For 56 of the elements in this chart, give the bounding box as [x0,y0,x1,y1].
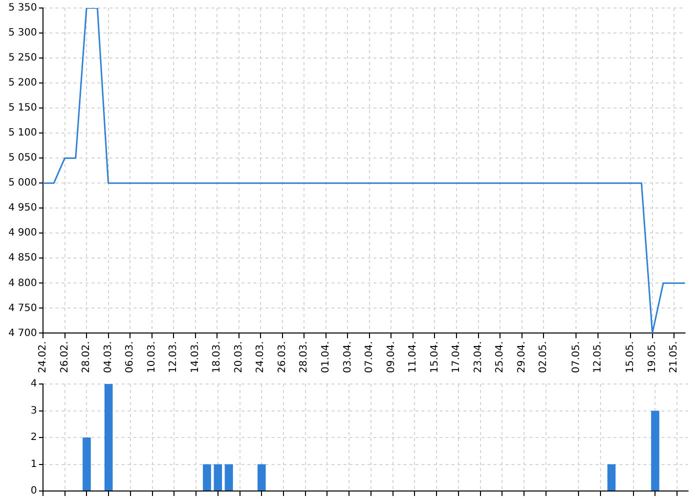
y-tick-label: 5 100 [8,128,37,139]
x-tick-label: 28.02. [81,341,92,374]
bar [258,464,266,490]
bar [214,464,222,490]
bar [651,410,660,490]
x-tick-label: 21.05. [668,341,680,374]
y-tick-label: 5 050 [8,152,37,164]
x-tick-label: 07.05. [570,341,582,374]
x-tick-label: 24.03. [255,341,266,374]
bar [82,438,91,490]
x-tick-label: 03.04. [342,341,354,374]
y-tick-label: 5 250 [8,52,37,64]
y-tick-label: 4 900 [8,228,37,239]
y-tick-label: 4 [30,378,37,390]
y-tick-label: 0 [30,486,37,497]
y-tick-label: 4 800 [8,278,37,289]
x-tick-label: 17.04. [451,341,462,374]
bar [104,384,113,490]
x-tick-label: 26.02. [59,341,70,374]
x-tick-label: 15.04. [429,341,440,374]
y-tick-label: 4 700 [8,328,37,339]
x-tick-label: 18.03. [212,341,223,374]
y-tick-label: 3 [30,405,37,416]
y-tick-label: 5 150 [8,102,37,114]
x-tick-label: 19.05. [646,341,658,374]
x-tick-label: 09.04. [386,341,397,374]
x-tick-label: 28.03. [298,341,310,374]
x-tick-label: 07.04. [364,341,376,374]
bar [202,464,212,490]
bar [607,464,616,490]
x-tick-label: 11.04. [408,341,419,374]
x-tick-label: 10.03. [146,341,158,374]
x-tick-label: 12.03. [168,341,180,374]
y-tick-label: 2 [30,432,37,444]
x-tick-label: 12.05. [592,341,604,374]
y-tick-label: 5 200 [8,78,37,89]
bar [224,464,233,490]
x-tick-label: 20.03. [233,341,244,374]
y-tick-label: 5 350 [8,2,37,14]
x-tick-label: 04.03. [102,341,114,374]
y-tick-label: 4 950 [8,202,37,214]
x-tick-label: 06.03. [124,341,136,374]
x-tick-label: 01.04. [320,341,332,374]
y-tick-label: 5 000 [8,178,37,189]
x-tick-label: 23.04. [472,341,484,374]
x-tick-label: 24.02. [38,341,49,374]
x-tick-label: 26.03. [276,341,288,374]
y-tick-label: 5 300 [8,28,37,39]
x-tick-label: 15.05. [625,341,636,374]
y-tick-label: 4 850 [8,252,37,264]
x-tick-label: 25.04. [494,341,506,374]
y-tick-label: 1 [30,458,37,470]
x-tick-label: 02.05. [538,341,550,374]
x-tick-label: 14.03. [190,341,201,374]
y-tick-label: 4 750 [8,302,37,314]
x-tick-label: 29.04. [516,341,528,374]
